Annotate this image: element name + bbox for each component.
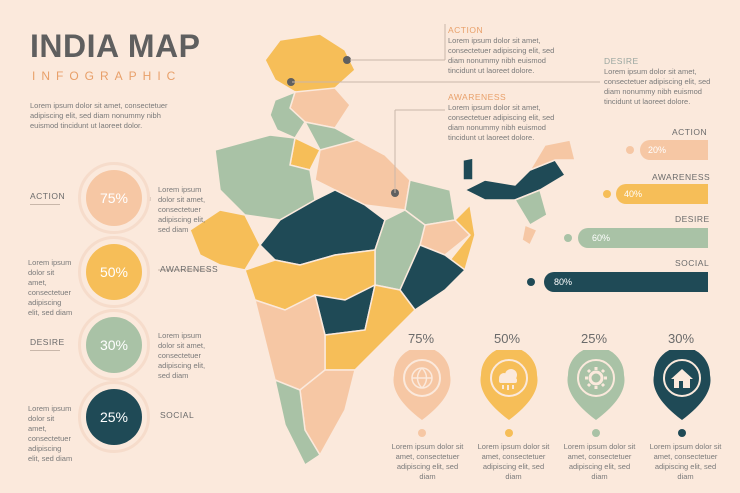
gear-icon (585, 367, 607, 389)
map-marker (287, 78, 295, 86)
map-region-gujarat (189, 209, 261, 271)
left-label-social: SOCIAL (160, 410, 195, 420)
bar-label-desire: DESIRE (675, 214, 710, 224)
bar-label-social: SOCIAL (675, 258, 710, 268)
bar-social: 80% (544, 272, 708, 292)
left-text-awareness: Lorem ipsum dolor sit amet, consectetuer… (28, 258, 73, 317)
pin-value: 50% (494, 331, 521, 346)
ring (78, 162, 150, 234)
left-label-desire: DESIRE (30, 337, 65, 347)
pin-value: 25% (581, 331, 608, 346)
bar-label-awareness: AWARENESS (652, 172, 711, 182)
bar-label-action: ACTION (672, 127, 708, 137)
metric-circle-social: 25% (86, 389, 142, 445)
india-map (189, 33, 576, 467)
callout-label-awareness: AWARENESS (448, 92, 507, 102)
cloud-icon (499, 369, 517, 390)
intro-text: Lorem ipsum dolor sit amet, consectetuer… (30, 101, 168, 130)
pin-home (653, 350, 711, 437)
callout-text-awareness: Lorem ipsum dolor sit amet, consectetuer… (448, 103, 555, 142)
bar-dot (603, 190, 611, 198)
callout-text-action: Lorem ipsum dolor sit amet, consectetuer… (448, 36, 555, 75)
page-subtitle: INFOGRAPHIC (32, 69, 182, 83)
bar-dot (527, 278, 535, 286)
left-text-action: Lorem ipsum dolor sit amet, consectetuer… (158, 185, 206, 234)
bar-desire: 60% (578, 228, 708, 248)
callout-label-action: ACTION (448, 25, 484, 35)
ring (78, 381, 150, 453)
ring (78, 236, 150, 308)
pin-text: Lorem ipsum dolor sit amet, consectetuer… (391, 442, 464, 481)
globe-icon (411, 367, 433, 389)
map-region-rajasthan (214, 134, 316, 221)
map-region-northeast-4 (521, 223, 539, 247)
callout-label-desire: DESIRE (604, 56, 639, 66)
callout-text-desire: Lorem ipsum dolor sit amet, consectetuer… (604, 67, 711, 106)
left-label-awareness: AWARENESS (160, 264, 219, 274)
pin-text: Lorem ipsum dolor sit amet, consectetuer… (477, 442, 550, 481)
bar-dot (564, 234, 572, 242)
map-region-sikkim (462, 157, 474, 181)
bar-dot (626, 146, 634, 154)
metric-circle-action: 75% (86, 170, 142, 226)
divider (30, 204, 60, 205)
pin-globe (393, 350, 451, 437)
home-icon (671, 369, 693, 388)
pin-text: Lorem ipsum dolor sit amet, consectetuer… (649, 442, 722, 481)
map-region-northeast-2 (528, 139, 576, 172)
left-text-desire: Lorem ipsum dolor sit amet, consectetuer… (158, 331, 206, 380)
divider (30, 350, 60, 351)
pin-text: Lorem ipsum dolor sit amet, consectetuer… (563, 442, 636, 481)
map-region-kerala (273, 378, 322, 467)
left-label-action: ACTION (30, 191, 66, 201)
pin-gear (567, 350, 625, 437)
page-title: INDIA MAP (30, 28, 201, 64)
metric-circle-desire: 30% (86, 317, 142, 373)
pin-cloud (480, 350, 538, 437)
pin-value: 30% (668, 331, 695, 346)
left-text-social: Lorem ipsum dolor sit amet, consectetuer… (28, 404, 73, 463)
metric-circle-awareness: 50% (86, 244, 142, 300)
pin-value: 75% (408, 331, 435, 346)
bar-action: 20% (640, 140, 708, 160)
pin-markers (393, 350, 711, 437)
map-marker (343, 56, 351, 64)
map-region-punjab (269, 90, 306, 139)
bar-awareness: 40% (616, 184, 708, 204)
ring (78, 309, 150, 381)
map-region-northeast-3 (513, 188, 548, 227)
